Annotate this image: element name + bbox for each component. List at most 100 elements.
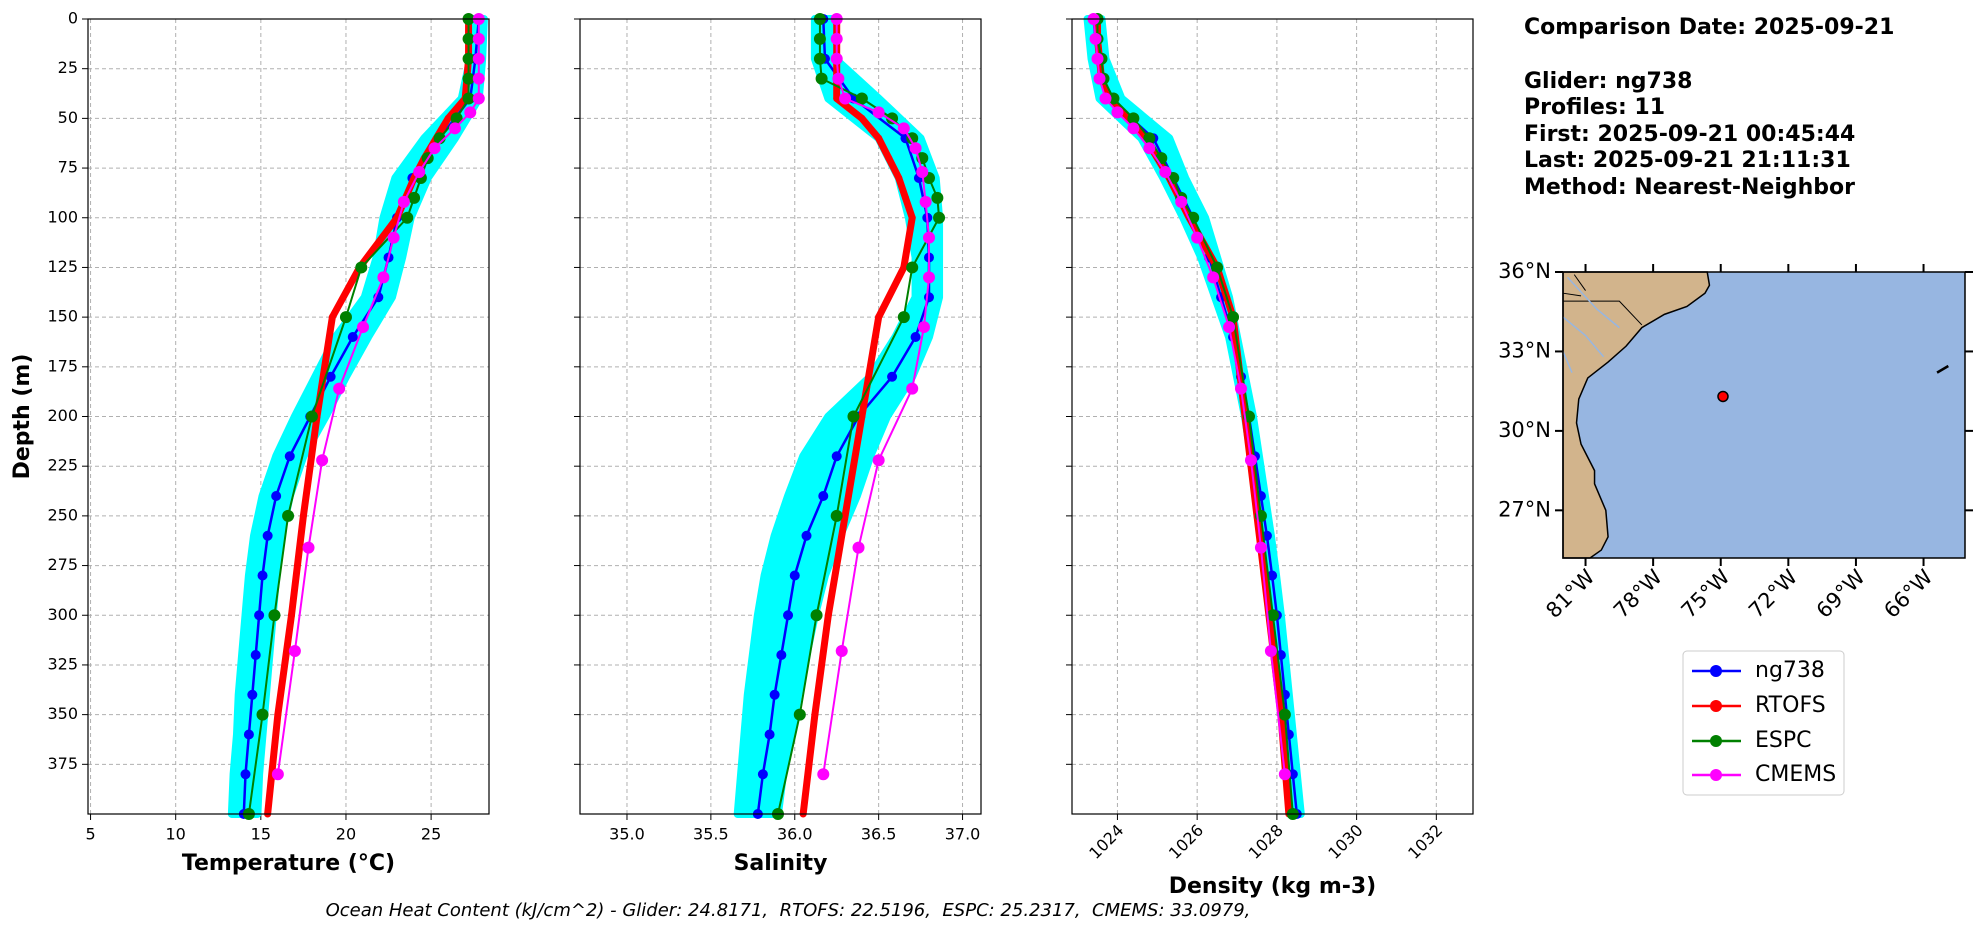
- info-line: Comparison Date: 2025-09-21: [1524, 15, 1894, 40]
- map-y-tick-label: 33°N: [1498, 338, 1551, 362]
- profile-marker: [824, 611, 832, 619]
- profile-marker: [243, 729, 254, 740]
- river: [1562, 351, 1573, 373]
- x-tick-label: 10: [166, 825, 186, 844]
- profile-marker: [268, 609, 281, 622]
- map-x-tick-label: 78°W: [1609, 565, 1667, 623]
- profile-marker: [906, 261, 919, 274]
- profile-marker: [408, 191, 421, 204]
- profile-marker: [909, 142, 922, 155]
- profile-marker: [472, 92, 485, 105]
- profile-marker: [1264, 645, 1277, 658]
- profile-marker: [1254, 541, 1267, 554]
- profile-marker: [356, 321, 369, 334]
- info-line: Last: 2025-09-21 21:11:31: [1524, 148, 1851, 173]
- profile-marker: [1159, 166, 1172, 179]
- profile-marker: [1223, 321, 1236, 334]
- legend-marker: [1710, 700, 1722, 712]
- y-tick-label: 50: [58, 108, 78, 127]
- border: [1562, 292, 1582, 297]
- profile-marker: [872, 106, 885, 119]
- profile-marker: [1143, 132, 1156, 145]
- y-tick-label: 100: [47, 207, 78, 226]
- x-tick-label: 35.5: [693, 825, 729, 844]
- info-line: Method: Nearest-Neighbor: [1524, 175, 1855, 200]
- y-tick-label: 200: [47, 406, 78, 425]
- map-frame: [1562, 271, 1966, 559]
- x-tick-label: 1030: [1324, 821, 1366, 863]
- profile-marker: [339, 311, 352, 324]
- legend-label: ESPC: [1755, 728, 1812, 753]
- y-tick-label: 350: [47, 704, 78, 723]
- profile-marker: [262, 530, 273, 541]
- x-tick-label: 5: [85, 825, 95, 844]
- profile-marker: [397, 195, 410, 208]
- legend-label: ng738: [1755, 658, 1825, 683]
- x-tick-label: 1026: [1165, 821, 1207, 863]
- profile-marker: [1266, 609, 1279, 622]
- map-x-tick-label: 81°W: [1541, 565, 1599, 623]
- map-y-tick-label: 30°N: [1498, 418, 1551, 442]
- profile-marker: [811, 711, 819, 719]
- profile-marker: [1093, 72, 1106, 85]
- profile-marker: [472, 32, 485, 45]
- map-x-tick-label: 66°W: [1879, 565, 1937, 623]
- profile-marker: [240, 769, 251, 780]
- profile-marker: [901, 194, 909, 202]
- profile-marker: [284, 451, 295, 462]
- footer: Ocean Heat Content (kJ/cm^2) - Glider: 2…: [326, 900, 1251, 921]
- profile-marker: [757, 769, 768, 780]
- river: [1562, 316, 1605, 358]
- profile-marker: [801, 530, 812, 541]
- x-tick-label: 15: [251, 825, 271, 844]
- profile-marker: [793, 708, 806, 721]
- info-line: Profiles: 11: [1524, 95, 1665, 120]
- map-y-tick-label: 36°N: [1498, 259, 1551, 283]
- profile-marker: [830, 32, 843, 45]
- profile-marker: [906, 132, 919, 145]
- profile-marker: [923, 292, 934, 303]
- map-x-tick-label: 69°W: [1812, 565, 1870, 623]
- map-y-tick-label: 27°N: [1498, 497, 1551, 521]
- profile-marker: [916, 166, 929, 179]
- profile-marker: [444, 114, 452, 122]
- island: [1936, 364, 1949, 374]
- profile-marker: [282, 509, 295, 522]
- profile-marker: [328, 313, 336, 321]
- profile-marker: [887, 371, 898, 382]
- profile-marker: [817, 768, 830, 781]
- x-tick-label: 1028: [1245, 821, 1287, 863]
- profile-marker: [287, 611, 295, 619]
- profile-marker: [271, 768, 284, 781]
- legend-box: [1682, 650, 1845, 796]
- y-tick-label: 225: [47, 456, 78, 475]
- profile-marker: [897, 311, 910, 324]
- profile-marker: [256, 708, 269, 721]
- profile-marker: [933, 211, 946, 224]
- y-tick-label: 375: [47, 754, 78, 773]
- profile-marker: [462, 32, 475, 45]
- profile-marker: [858, 114, 866, 122]
- x-tick-label: 36.0: [777, 825, 813, 844]
- profile-marker: [900, 263, 908, 271]
- profile-marker: [247, 689, 258, 700]
- profile-marker: [355, 261, 368, 274]
- profile-marker: [428, 142, 441, 155]
- profile-marker: [769, 689, 780, 700]
- profile-marker: [1143, 142, 1156, 155]
- profile-marker: [254, 610, 265, 621]
- profile-marker: [464, 106, 477, 119]
- profile-marker: [833, 95, 841, 102]
- profile-marker: [885, 154, 893, 162]
- y-tick-label: 175: [47, 356, 78, 375]
- legend-marker: [1710, 665, 1722, 677]
- profile-marker: [347, 332, 358, 342]
- profile-marker: [1267, 570, 1278, 581]
- profile-marker: [910, 332, 921, 342]
- profile-marker: [1244, 454, 1257, 467]
- profile-marker: [783, 610, 794, 621]
- map-x-tick-label: 75°W: [1677, 565, 1735, 623]
- profile-marker: [302, 541, 315, 554]
- profile-marker: [472, 52, 485, 65]
- profile-marker: [776, 650, 787, 660]
